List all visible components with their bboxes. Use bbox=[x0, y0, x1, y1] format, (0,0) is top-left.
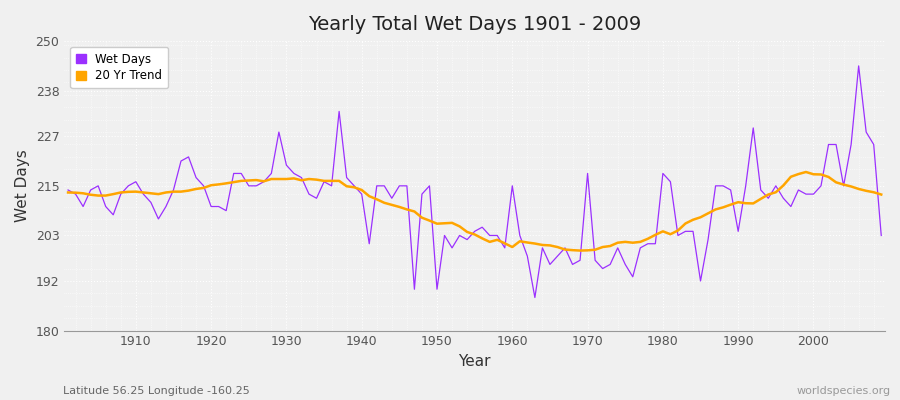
20 Yr Trend bbox=[63, 190, 74, 195]
Wet Days bbox=[853, 64, 864, 68]
20 Yr Trend bbox=[575, 248, 586, 253]
Wet Days bbox=[63, 188, 74, 192]
20 Yr Trend bbox=[334, 178, 345, 183]
20 Yr Trend bbox=[500, 241, 510, 246]
Wet Days bbox=[500, 246, 510, 250]
20 Yr Trend bbox=[289, 176, 300, 181]
Y-axis label: Wet Days: Wet Days bbox=[15, 150, 30, 222]
Wet Days bbox=[507, 184, 517, 188]
Legend: Wet Days, 20 Yr Trend: Wet Days, 20 Yr Trend bbox=[70, 47, 168, 88]
Wet Days bbox=[605, 262, 616, 267]
20 Yr Trend bbox=[123, 190, 134, 194]
Line: 20 Yr Trend: 20 Yr Trend bbox=[68, 172, 881, 250]
Wet Days bbox=[123, 184, 134, 188]
Line: Wet Days: Wet Days bbox=[68, 66, 881, 298]
X-axis label: Year: Year bbox=[458, 354, 491, 369]
Wet Days bbox=[289, 171, 300, 176]
20 Yr Trend bbox=[507, 245, 517, 250]
Wet Days bbox=[876, 233, 886, 238]
Wet Days bbox=[529, 295, 540, 300]
Title: Yearly Total Wet Days 1901 - 2009: Yearly Total Wet Days 1901 - 2009 bbox=[308, 15, 642, 34]
20 Yr Trend bbox=[605, 244, 616, 248]
Text: worldspecies.org: worldspecies.org bbox=[796, 386, 891, 396]
20 Yr Trend bbox=[876, 192, 886, 197]
20 Yr Trend bbox=[800, 170, 811, 174]
Wet Days bbox=[334, 109, 345, 114]
Text: Latitude 56.25 Longitude -160.25: Latitude 56.25 Longitude -160.25 bbox=[63, 386, 250, 396]
